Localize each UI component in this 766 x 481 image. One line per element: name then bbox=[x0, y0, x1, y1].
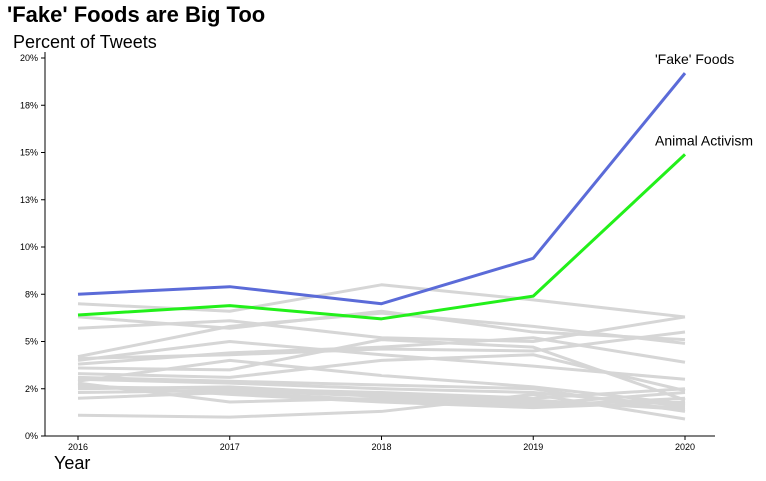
y-tick-label: 13% bbox=[20, 195, 38, 205]
x-tick-label: 2020 bbox=[675, 442, 695, 452]
axes: 0% 2% 5% 8% 10% 13% 15% 18% 20% 2016 2017 2018 2019 2… bbox=[20, 52, 715, 452]
y-tick-label: 5% bbox=[25, 337, 38, 347]
x-axis-label: Year bbox=[54, 453, 91, 473]
x-tick-label: 2018 bbox=[371, 442, 391, 452]
y-tick-label: 0% bbox=[25, 431, 38, 441]
chart-title: 'Fake' Foods are Big Too bbox=[7, 2, 266, 27]
y-axis-label: Percent of Tweets bbox=[13, 32, 157, 52]
x-tick-label: 2016 bbox=[68, 442, 88, 452]
series-label: 'Fake' Foods bbox=[655, 51, 734, 67]
background-series-line bbox=[77, 309, 686, 342]
background-series-line bbox=[77, 383, 686, 410]
y-tick-label: 2% bbox=[25, 384, 38, 394]
series-labels-group: 'Fake' Foods Animal Activism bbox=[655, 51, 753, 148]
highlight-series-line bbox=[77, 72, 687, 306]
background-series-line bbox=[77, 311, 686, 359]
x-tick-label: 2017 bbox=[220, 442, 240, 452]
highlight-series-line bbox=[77, 153, 687, 321]
series-label: Animal Activism bbox=[655, 132, 753, 148]
background-series-line bbox=[77, 358, 686, 406]
y-tick-label: 8% bbox=[25, 289, 38, 299]
background-series-line bbox=[77, 338, 686, 402]
background-series-line bbox=[77, 353, 686, 393]
x-tick-label: 2019 bbox=[523, 442, 543, 452]
y-tick-label: 18% bbox=[20, 100, 38, 110]
background-series-group bbox=[77, 283, 686, 421]
background-series-line bbox=[77, 375, 686, 413]
y-tick-label: 15% bbox=[20, 148, 38, 158]
background-series-line bbox=[77, 392, 686, 421]
highlight-series-group bbox=[77, 72, 687, 321]
y-tick-label: 10% bbox=[20, 242, 38, 252]
background-series-line bbox=[77, 336, 686, 366]
y-tick-label: 20% bbox=[20, 53, 38, 63]
background-series-line bbox=[77, 340, 686, 381]
